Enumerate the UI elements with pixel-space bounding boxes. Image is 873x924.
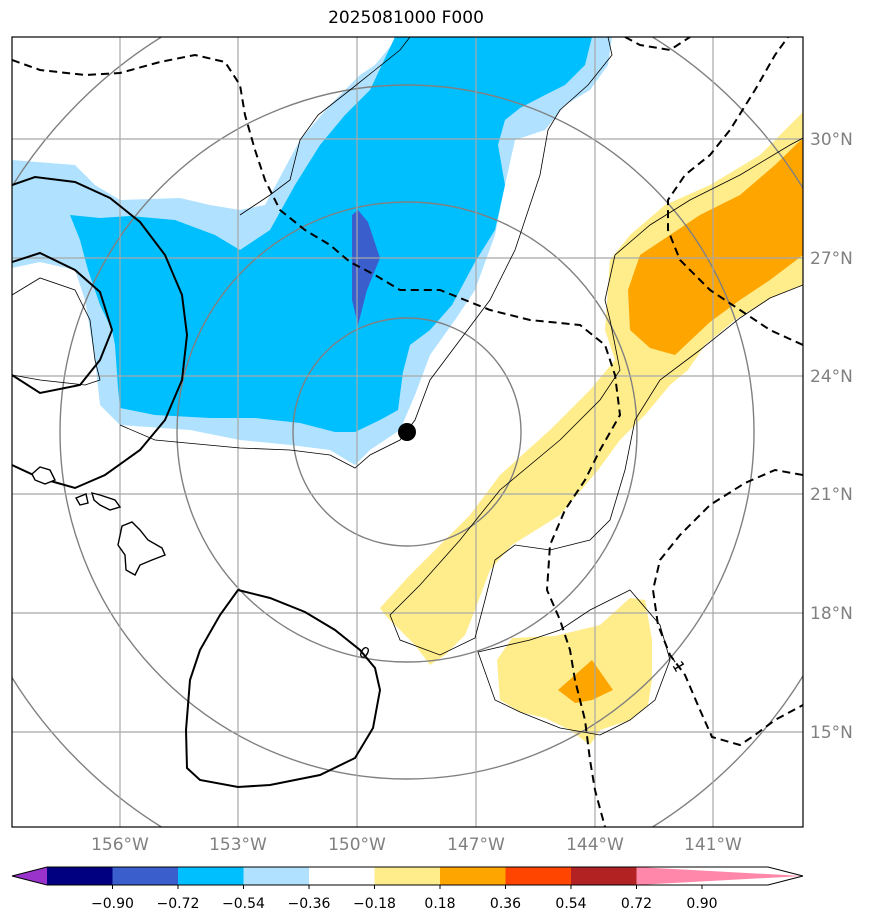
- colorbar-tick-label: 0.18: [424, 896, 455, 912]
- range-ring-1: [292, 317, 522, 547]
- contour-label-zero: 0: [356, 643, 373, 663]
- colorbar-tick-label: −0.18: [353, 896, 396, 912]
- lat-label-24n: 24°N: [810, 367, 853, 387]
- lon-label-144w: 144°W: [566, 835, 624, 855]
- lon-label-141w: 141°W: [684, 835, 742, 855]
- island-oahu: [74, 493, 89, 506]
- anomaly-fill-light-yellow-south: [497, 598, 652, 745]
- solid-contour-west-inner: [12, 251, 114, 395]
- colorbar-segment: [243, 867, 310, 885]
- lat-label-27n: 27°N: [810, 249, 853, 269]
- colorbar-tick-label: −0.54: [222, 896, 265, 912]
- range-ring-2: [176, 201, 638, 663]
- lat-label-21n: 21°N: [810, 485, 853, 505]
- range-ring-3: [59, 84, 755, 780]
- lon-label-147w: 147°W: [447, 835, 505, 855]
- colorbar-segment: [309, 867, 375, 885]
- island-maui-molokai: [90, 492, 122, 511]
- colorbar-tick-label: −0.72: [157, 896, 200, 912]
- dashed-contour-ne: [667, 37, 803, 346]
- thin-contour-west: [12, 277, 101, 386]
- colorbar-segment: [374, 867, 441, 885]
- colorbar-segment: [178, 867, 244, 885]
- colorbar-outline: [11, 866, 804, 886]
- colorbar-tick-label: −0.36: [288, 896, 331, 912]
- island-big-island: [117, 521, 166, 576]
- colorbar-tick-label: 0.72: [621, 896, 652, 912]
- colorbar-segment: [505, 867, 572, 885]
- map-frame: [11, 36, 804, 828]
- colorbar-segment: [571, 867, 637, 885]
- lon-label-150w: 150°W: [328, 835, 386, 855]
- island-kauai: [31, 466, 56, 485]
- colorbar-segment: [440, 867, 506, 885]
- anomaly-fill-blue: [70, 37, 592, 432]
- anomaly-fill-orange-small: [558, 660, 613, 703]
- colorbar-tick-label: 0.54: [555, 896, 586, 912]
- colorbar: −0.90 −0.72 −0.54 −0.36 −0.18 0.18 0.36 0.54 0.7…: [11, 866, 804, 912]
- colorbar-tick-label: 0.36: [490, 896, 521, 912]
- solid-contour-west: [12, 175, 189, 490]
- dashed-contour-north: [12, 53, 622, 827]
- lat-label-18n: 18°N: [810, 604, 853, 624]
- colorbar-extend-min: [12, 867, 47, 885]
- thin-contour-north: [239, 37, 411, 216]
- thin-contour-yellow-south: [477, 589, 671, 736]
- dashed-contour-top: [624, 37, 691, 52]
- lat-label-15n: 15°N: [810, 723, 853, 743]
- colorbar-tick-label: −0.90: [91, 896, 134, 912]
- lat-label-30n: 30°N: [810, 130, 853, 150]
- colorbar-extend-max: [636, 867, 803, 885]
- thin-contour-main: [119, 37, 613, 469]
- colorbar-tick-label: 0.90: [686, 896, 717, 912]
- dashed-contour-minus-one: [651, 468, 803, 747]
- lon-label-156w: 156°W: [91, 835, 149, 855]
- colorbar-segment: [47, 867, 113, 885]
- map-title: 2025081000 F000: [328, 8, 484, 28]
- colorbar-segment: [112, 867, 179, 885]
- storm-center-marker: [398, 423, 416, 441]
- thin-contour-yellow-east: [389, 137, 803, 656]
- anomaly-fill-dark-blue: [352, 210, 380, 325]
- solid-contour-zero: [184, 588, 382, 789]
- lon-label-153w: 153°W: [209, 835, 267, 855]
- anomaly-fill-orange: [628, 138, 803, 355]
